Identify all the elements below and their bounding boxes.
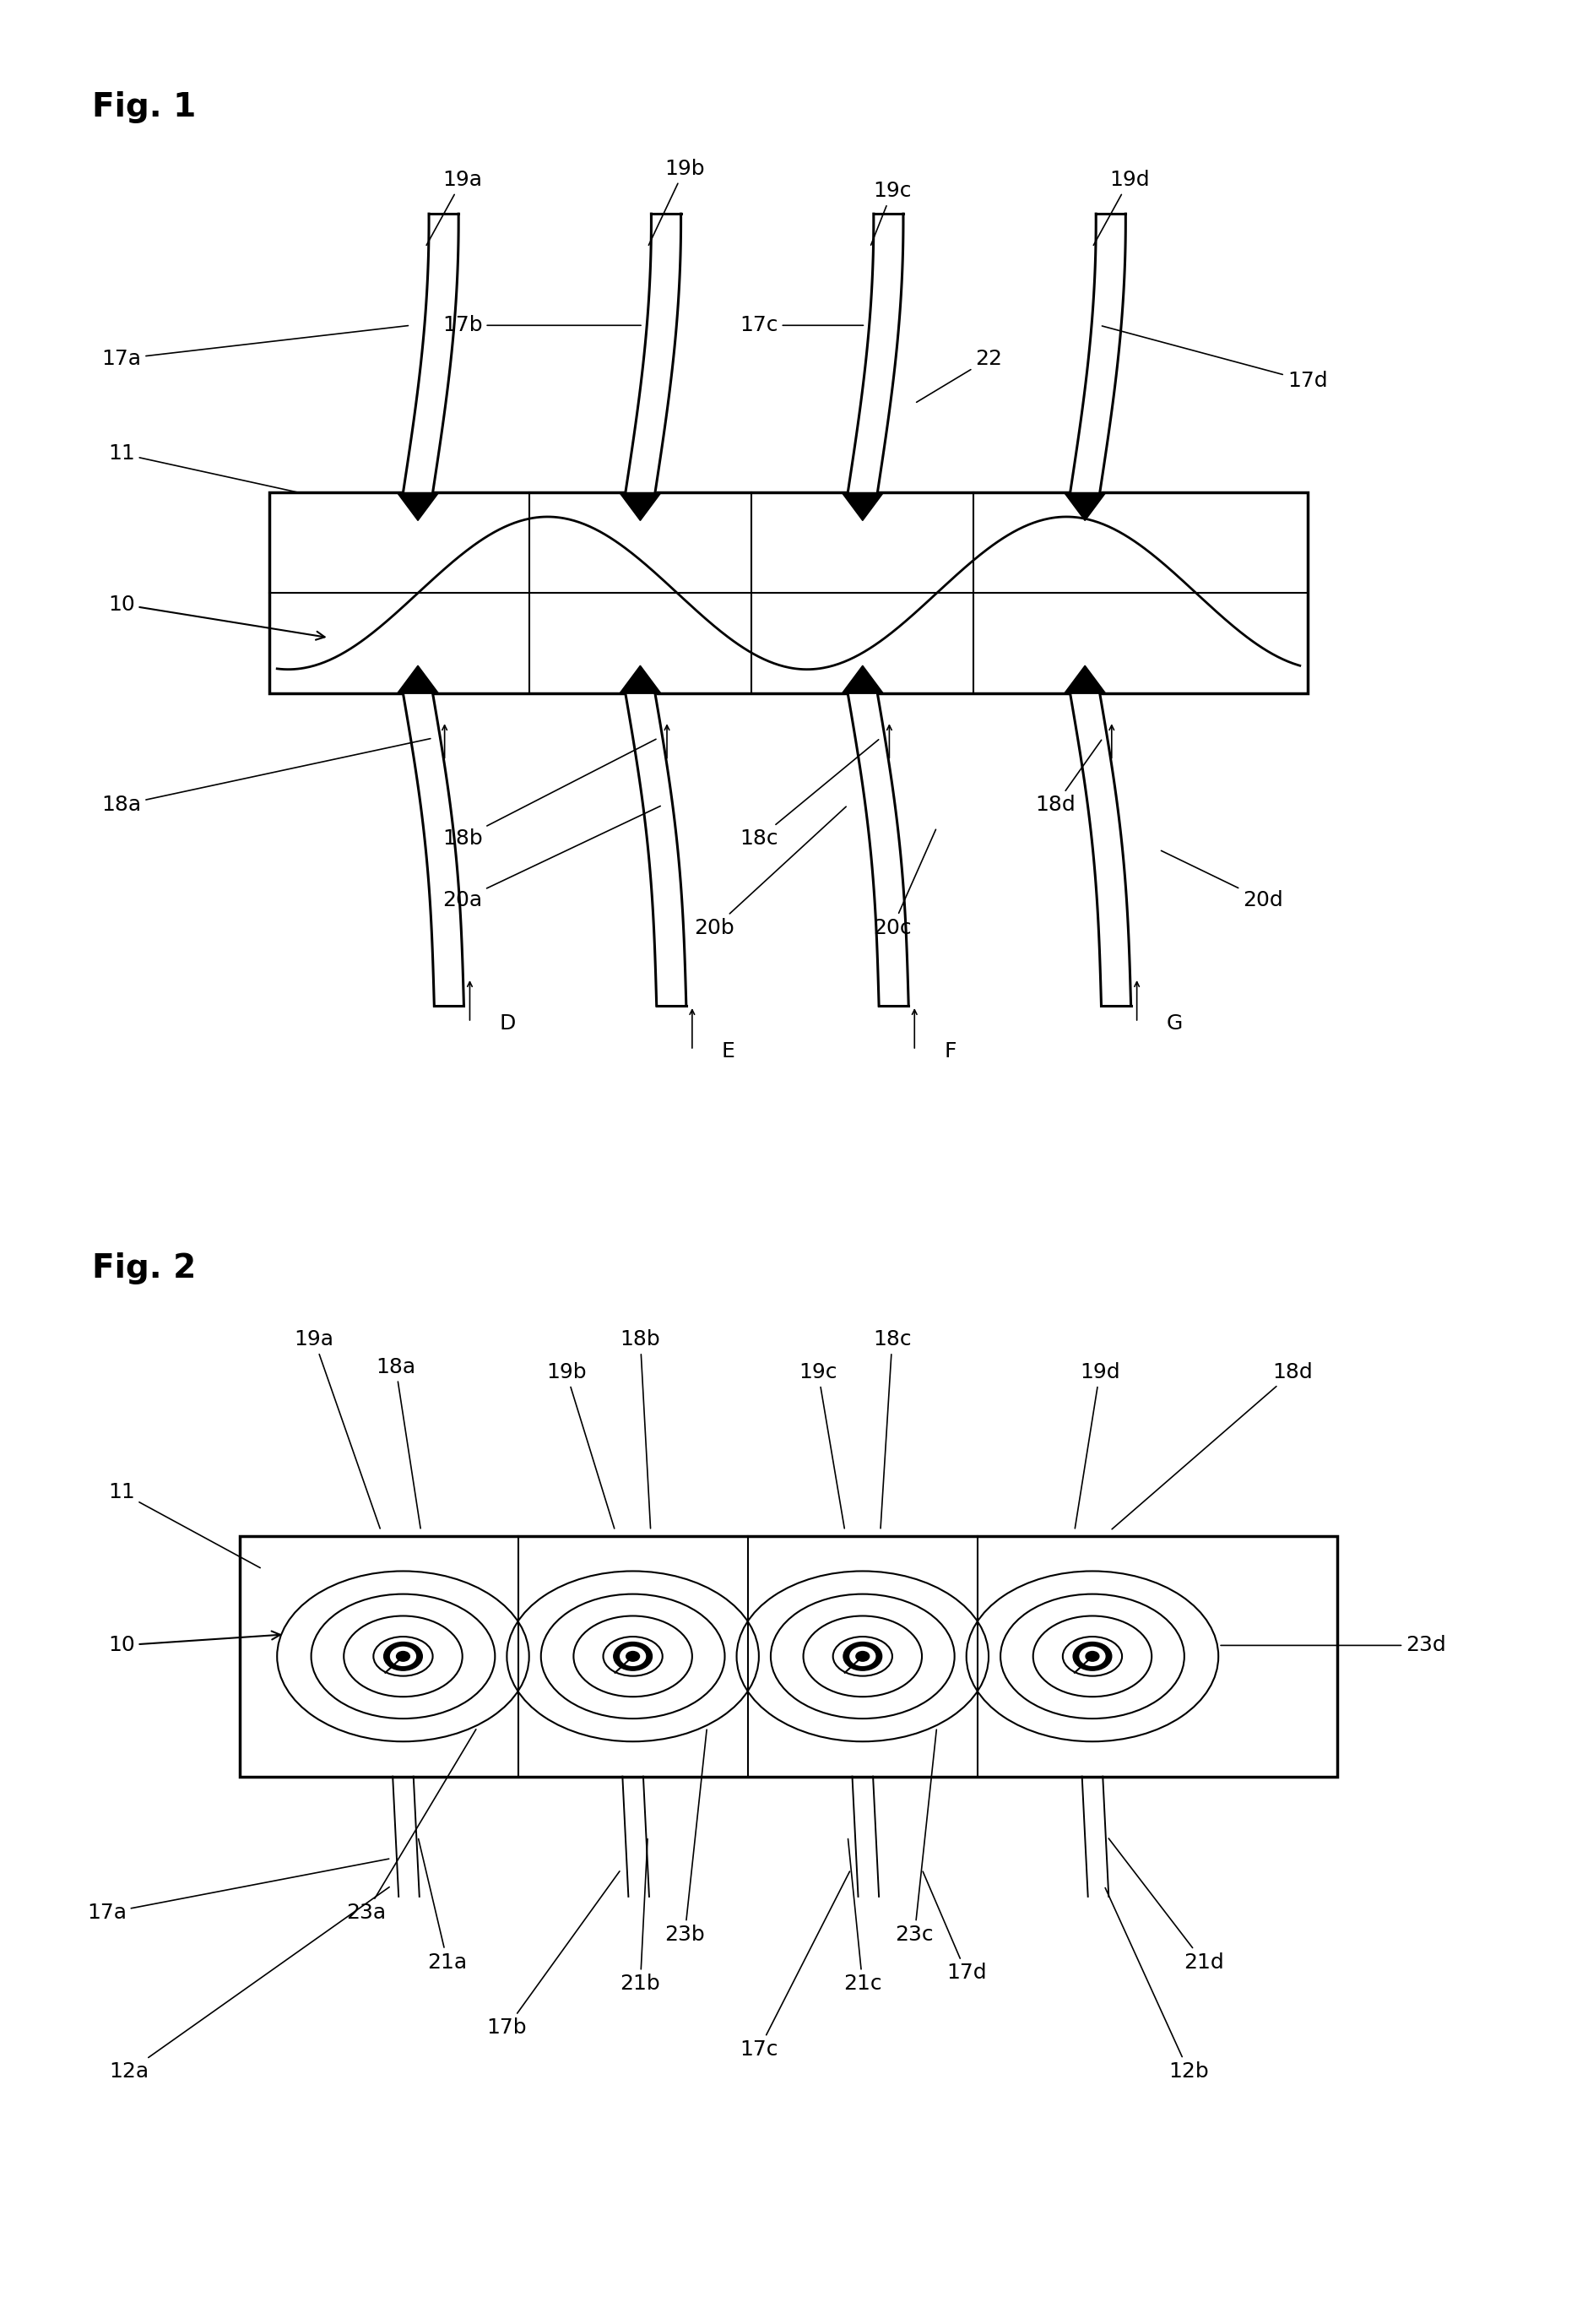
Text: 19a: 19a	[295, 1329, 380, 1529]
Text: 19b: 19b	[648, 158, 705, 244]
Text: 23d: 23d	[1221, 1636, 1446, 1655]
Text: 17a: 17a	[87, 1859, 390, 1924]
Text: Fig. 2: Fig. 2	[91, 1253, 196, 1285]
Circle shape	[1080, 1648, 1105, 1666]
Circle shape	[626, 1652, 640, 1662]
Polygon shape	[620, 493, 661, 521]
Text: 18a: 18a	[375, 1357, 421, 1529]
Text: D: D	[500, 1013, 516, 1034]
Polygon shape	[397, 493, 438, 521]
Polygon shape	[397, 665, 438, 693]
Text: 17a: 17a	[101, 325, 408, 370]
Text: 20a: 20a	[443, 806, 661, 911]
Text: 23b: 23b	[664, 1729, 706, 1945]
Text: 10: 10	[109, 1631, 281, 1655]
Text: 12a: 12a	[109, 1887, 390, 2082]
Circle shape	[391, 1648, 416, 1666]
Text: 10: 10	[109, 595, 325, 639]
Text: 17c: 17c	[740, 316, 863, 335]
Text: 11: 11	[109, 1483, 260, 1569]
Bar	[270, 493, 1307, 693]
Circle shape	[850, 1648, 875, 1666]
Polygon shape	[620, 665, 661, 693]
Circle shape	[1085, 1652, 1099, 1662]
Text: 19d: 19d	[1093, 170, 1150, 246]
Circle shape	[396, 1652, 410, 1662]
Bar	[240, 1536, 1337, 1776]
Circle shape	[844, 1643, 882, 1671]
Text: 18d: 18d	[1035, 739, 1101, 816]
Text: 20d: 20d	[1161, 851, 1284, 911]
Text: F: F	[945, 1041, 956, 1062]
Circle shape	[383, 1643, 423, 1671]
Text: 21a: 21a	[418, 1838, 467, 1973]
Text: 17d: 17d	[923, 1871, 987, 1982]
Text: 18c: 18c	[740, 739, 878, 848]
Text: 19c: 19c	[800, 1362, 844, 1529]
Text: 19d: 19d	[1076, 1362, 1120, 1529]
Text: 17c: 17c	[740, 1871, 850, 2059]
Text: 18d: 18d	[1112, 1362, 1312, 1529]
Text: 23c: 23c	[896, 1729, 937, 1945]
Text: 11: 11	[109, 444, 296, 493]
Text: 19a: 19a	[426, 170, 483, 246]
Text: 18c: 18c	[874, 1329, 912, 1529]
Text: 21b: 21b	[620, 1838, 661, 1994]
Text: 21c: 21c	[844, 1838, 882, 1994]
Text: 20c: 20c	[874, 830, 935, 939]
Text: 18b: 18b	[442, 739, 656, 848]
Circle shape	[613, 1643, 653, 1671]
Text: 17b: 17b	[487, 1871, 620, 2038]
Circle shape	[620, 1648, 645, 1666]
Polygon shape	[1064, 665, 1105, 693]
Polygon shape	[842, 665, 883, 693]
Text: Fig. 1: Fig. 1	[91, 91, 196, 123]
Text: 20b: 20b	[694, 806, 847, 939]
Polygon shape	[1064, 493, 1105, 521]
Text: 17d: 17d	[1102, 325, 1328, 390]
Text: 19c: 19c	[871, 181, 912, 244]
Text: 21d: 21d	[1109, 1838, 1224, 1973]
Circle shape	[1072, 1643, 1112, 1671]
Text: 22: 22	[916, 349, 1001, 402]
Circle shape	[856, 1652, 869, 1662]
Text: 18b: 18b	[620, 1329, 661, 1529]
Text: 17b: 17b	[442, 316, 640, 335]
Text: 19b: 19b	[546, 1362, 615, 1529]
Text: E: E	[722, 1041, 735, 1062]
Polygon shape	[842, 493, 883, 521]
Text: 18a: 18a	[101, 739, 431, 816]
Text: 12b: 12b	[1105, 1887, 1210, 2082]
Text: 23a: 23a	[345, 1729, 476, 1924]
Text: G: G	[1167, 1013, 1183, 1034]
